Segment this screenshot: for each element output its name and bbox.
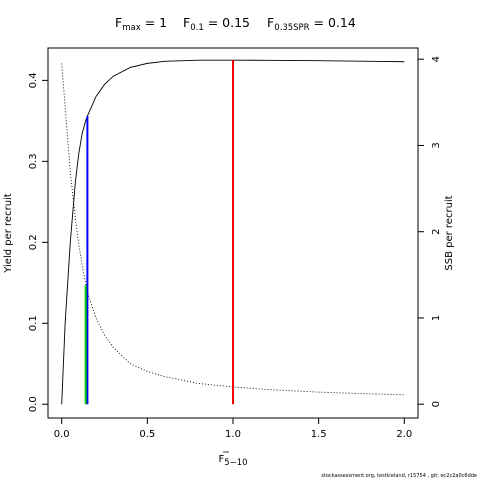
y-tick-label: 0.3 bbox=[28, 153, 39, 169]
y-right-tick-label: 3 bbox=[431, 142, 442, 148]
ssb-per-recruit-line bbox=[61, 63, 405, 396]
y-tick-label: 0.4 bbox=[28, 72, 39, 88]
y-axis-title: Yield per recruit bbox=[3, 193, 14, 274]
y-axis-left: 0.0 0.1 0.2 0.3 0.4 bbox=[28, 72, 48, 412]
x-tick-label: 0.5 bbox=[139, 429, 155, 440]
title-f01: F0.1 = 0.15 bbox=[183, 15, 250, 33]
y-right-tick-label: 2 bbox=[431, 229, 442, 235]
x-tick-label: 2.0 bbox=[396, 429, 412, 440]
chart-title: Fmax = 1 F0.1 = 0.15 F0.35SPR = 0.14 bbox=[115, 15, 356, 33]
y-tick-label: 0.0 bbox=[28, 396, 39, 412]
y-right-tick-label: 0 bbox=[431, 401, 442, 407]
y-right-tick-label: 4 bbox=[431, 56, 442, 62]
x-tick-label: 1.5 bbox=[311, 429, 327, 440]
y-axis-right-title: SSB per recruit bbox=[444, 195, 455, 270]
y-tick-label: 0.1 bbox=[28, 315, 39, 331]
y-axis-right: 0 1 2 3 4 bbox=[418, 56, 442, 407]
reference-lines bbox=[84, 60, 234, 405]
footer-text: stockassessment.org, testIceland, r15754… bbox=[321, 473, 477, 479]
y-tick-label: 0.2 bbox=[28, 234, 39, 250]
title-fmax: Fmax = 1 bbox=[115, 15, 167, 33]
y-right-tick-label: 1 bbox=[431, 315, 442, 321]
yield-per-recruit-line bbox=[61, 59, 405, 405]
series-layer bbox=[61, 59, 405, 405]
title-fspr: F0.35SPR = 0.14 bbox=[267, 15, 356, 33]
x-axis-title: F5−10 bbox=[218, 454, 247, 468]
x-tick-label: 1.0 bbox=[225, 429, 241, 440]
x-axis: 0.0 0.5 1.0 1.5 2.0 bbox=[54, 418, 412, 440]
x-tick-label: 0.0 bbox=[54, 429, 70, 440]
